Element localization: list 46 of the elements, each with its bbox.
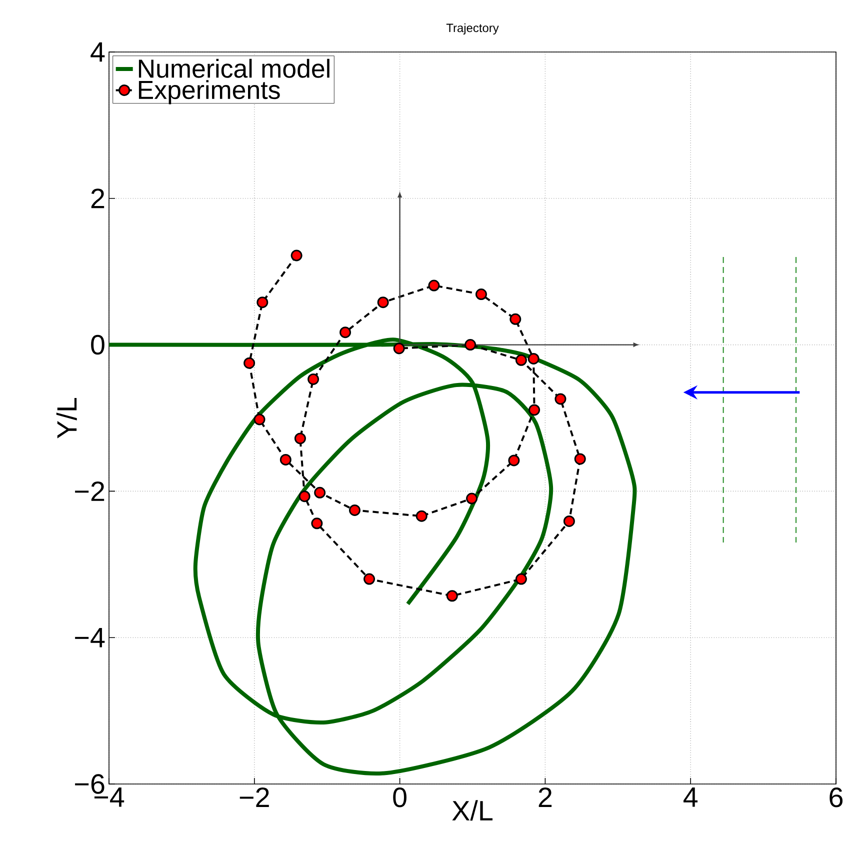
- x-tick-label: 2: [538, 788, 552, 807]
- point: [446, 590, 458, 602]
- x-tick-label: 4: [683, 788, 698, 807]
- point: [508, 454, 520, 466]
- point: [510, 313, 522, 325]
- point: [244, 357, 256, 369]
- point: [563, 515, 575, 527]
- point: [348, 504, 360, 516]
- chart-title: Trajectory: [446, 23, 499, 34]
- point: [393, 342, 405, 354]
- y-tick-label: 4: [90, 42, 105, 62]
- point: [340, 326, 352, 338]
- y-tick-label: 2: [91, 188, 104, 208]
- point: [574, 453, 586, 465]
- point: [515, 573, 527, 585]
- point: [290, 250, 302, 262]
- legend-label: Experiments: [138, 80, 280, 104]
- y-tick-label: 0: [91, 334, 104, 355]
- point: [311, 518, 323, 530]
- point: [314, 486, 326, 498]
- legend-label: Numerical model: [138, 58, 330, 78]
- point: [475, 288, 487, 300]
- x-tick-label: 0: [393, 788, 406, 808]
- line-series: [109, 338, 636, 776]
- point: [298, 490, 310, 502]
- point: [528, 404, 540, 416]
- x-axis-title: X/L: [452, 800, 493, 821]
- point: [416, 510, 428, 522]
- point: [308, 373, 320, 385]
- point: [466, 492, 478, 504]
- point: [515, 354, 527, 366]
- y-axis-title: Y/L: [56, 398, 77, 438]
- point: [256, 296, 268, 308]
- point: [528, 352, 540, 364]
- point: [364, 573, 376, 585]
- point: [294, 432, 306, 444]
- point: [464, 339, 476, 351]
- point: [254, 414, 266, 426]
- x-tick-label: 6: [830, 788, 843, 808]
- point: [428, 280, 440, 292]
- point: [377, 296, 389, 308]
- x-tick-label: −2: [240, 788, 269, 807]
- point: [554, 393, 566, 405]
- y-tick-label: −4: [75, 628, 105, 648]
- point: [280, 454, 292, 466]
- y-tick-label: −2: [75, 481, 104, 501]
